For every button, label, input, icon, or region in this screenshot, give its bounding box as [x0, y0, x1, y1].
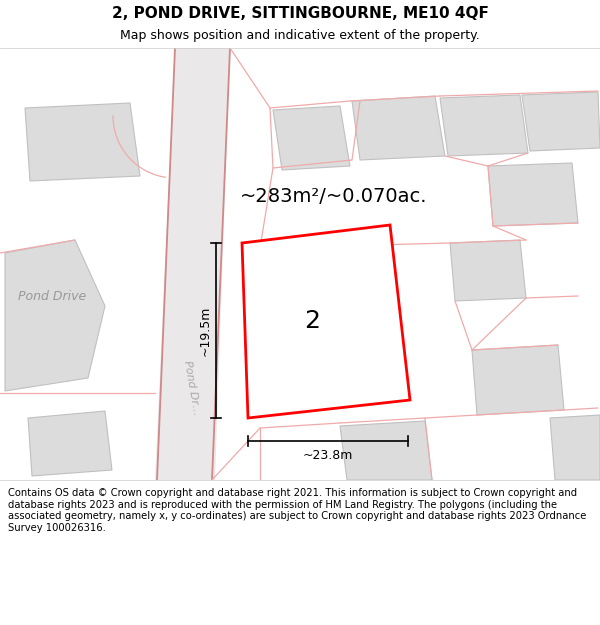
- Polygon shape: [440, 95, 528, 156]
- Polygon shape: [550, 415, 600, 480]
- Text: Map shows position and indicative extent of the property.: Map shows position and indicative extent…: [120, 29, 480, 42]
- Polygon shape: [522, 92, 600, 151]
- Polygon shape: [25, 103, 140, 181]
- Text: Pond Drive: Pond Drive: [18, 289, 86, 302]
- Text: ~19.5m: ~19.5m: [199, 305, 212, 356]
- Polygon shape: [352, 96, 445, 160]
- Polygon shape: [273, 106, 350, 170]
- Polygon shape: [155, 48, 230, 480]
- Text: 2: 2: [305, 309, 320, 334]
- Text: ~283m²/~0.070ac.: ~283m²/~0.070ac.: [240, 186, 427, 206]
- Text: Pond Dr…: Pond Dr…: [182, 360, 202, 416]
- Polygon shape: [242, 225, 410, 418]
- Polygon shape: [472, 345, 564, 415]
- Text: Contains OS data © Crown copyright and database right 2021. This information is : Contains OS data © Crown copyright and d…: [8, 488, 586, 532]
- Polygon shape: [450, 240, 526, 301]
- Polygon shape: [28, 411, 112, 476]
- Text: ~23.8m: ~23.8m: [303, 449, 353, 462]
- Polygon shape: [5, 240, 105, 391]
- Polygon shape: [488, 163, 578, 226]
- Text: 2, POND DRIVE, SITTINGBOURNE, ME10 4QF: 2, POND DRIVE, SITTINGBOURNE, ME10 4QF: [112, 6, 488, 21]
- Polygon shape: [340, 421, 432, 480]
